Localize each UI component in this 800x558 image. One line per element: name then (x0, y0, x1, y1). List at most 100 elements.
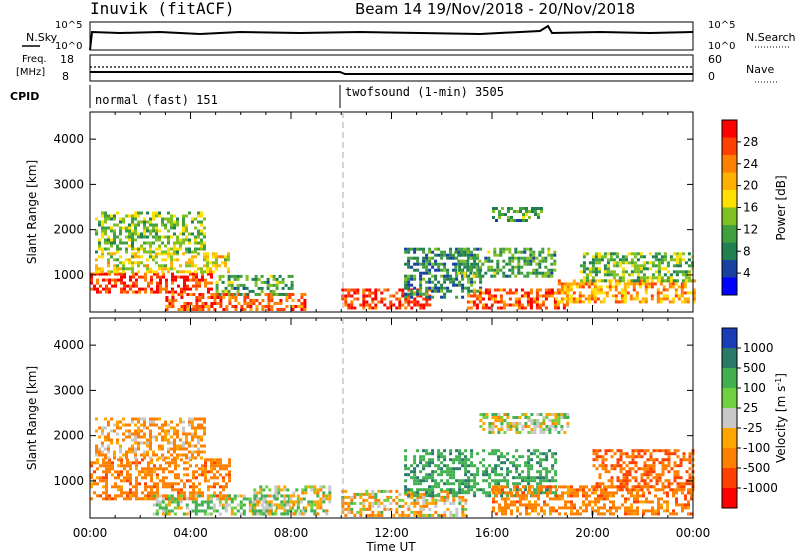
heatmap-cell (452, 461, 456, 465)
heatmap-cell (525, 512, 528, 516)
heatmap-cell (284, 292, 288, 296)
heatmap-cell (179, 444, 182, 448)
heatmap-cell (162, 485, 165, 489)
heatmap-cell (496, 265, 500, 269)
heatmap-cell (619, 482, 623, 486)
heatmap-cell (639, 276, 643, 280)
heatmap-cell (227, 252, 230, 256)
heatmap-cell (473, 464, 477, 468)
heatmap-cell (443, 250, 447, 254)
heatmap-cell (210, 302, 214, 305)
heatmap-cell (671, 282, 675, 286)
heatmap-cell (676, 473, 680, 477)
heatmap-cell (519, 500, 522, 504)
heatmap-cell (556, 303, 560, 307)
heatmap-cell (478, 259, 482, 263)
heatmap-cell (419, 482, 423, 486)
heatmap-cell (407, 277, 411, 281)
heatmap-cell (569, 297, 573, 301)
heatmap-cell (675, 252, 679, 256)
heatmap-cell (285, 296, 289, 299)
heatmap-cell (518, 464, 522, 468)
heatmap-cell (422, 495, 426, 499)
heatmap-cell (591, 270, 595, 274)
heatmap-cell (615, 506, 618, 510)
heatmap-cell (497, 458, 501, 462)
heatmap-cell (96, 278, 99, 282)
heatmap-cell (207, 488, 210, 492)
heatmap-cell (161, 264, 164, 268)
heatmap-cell (621, 261, 625, 265)
heatmap-cell (374, 513, 378, 517)
heatmap-cell (113, 264, 116, 268)
heatmap-cell (560, 300, 564, 304)
heatmap-cell (407, 513, 411, 517)
heatmap-cell (170, 223, 173, 227)
heatmap-cell (519, 497, 522, 501)
heatmap-cell (230, 497, 234, 501)
heatmap-cell (167, 432, 170, 436)
heatmap-cell (538, 262, 542, 266)
heatmap-cell (236, 283, 240, 287)
colorbar-segment (722, 428, 737, 449)
heatmap-cell (350, 495, 354, 499)
heatmap-cell (253, 497, 257, 501)
heatmap-cell (522, 497, 525, 501)
heatmap-cell (289, 500, 293, 504)
heatmap-cell (108, 290, 111, 294)
heatmap-cell (585, 503, 588, 507)
heatmap-cell (684, 261, 688, 265)
heatmap-cell (636, 267, 640, 271)
heatmap-cell (570, 509, 573, 513)
heatmap-cell (108, 272, 111, 276)
heatmap-cell (572, 300, 576, 304)
heatmap-cell (313, 503, 317, 507)
heatmap-cell (511, 291, 515, 295)
heatmap-cell (628, 461, 632, 465)
heatmap-cell (506, 458, 510, 462)
heatmap-cell (467, 485, 471, 489)
heatmap-cell (188, 250, 191, 254)
heatmap-cell (174, 467, 177, 471)
heatmap-cell (119, 220, 122, 224)
heatmap-cell (539, 476, 543, 480)
heatmap-cell (603, 503, 606, 507)
heatmap-cell (614, 288, 618, 292)
heatmap-cell (460, 247, 464, 251)
heatmap-cell (612, 491, 615, 495)
heatmap-cell (595, 449, 599, 453)
heatmap-cell (419, 495, 423, 499)
heatmap-cell (516, 485, 519, 489)
heatmap-cell (125, 456, 128, 460)
heatmap-cell (527, 470, 531, 474)
heatmap-cell (425, 464, 429, 468)
heatmap-cell (263, 280, 267, 284)
heatmap-cell (524, 422, 528, 425)
heatmap-cell (658, 479, 662, 483)
heatmap-cell (476, 253, 480, 257)
heatmap-cell (277, 488, 281, 492)
heatmap-cell (310, 488, 314, 492)
heatmap-cell (452, 513, 456, 517)
heatmap-cell (170, 267, 173, 271)
heatmap-cell (650, 297, 654, 301)
heatmap-cell (419, 289, 423, 293)
heatmap-cell (582, 252, 586, 256)
heatmap-cell (538, 271, 542, 275)
heatmap-cell (500, 428, 504, 431)
heatmap-cell (455, 479, 459, 483)
heatmap-cell (595, 485, 599, 489)
heatmap-cell (466, 300, 470, 304)
heatmap-cell (464, 470, 468, 474)
heatmap-cell (537, 485, 540, 489)
heatmap-cell (167, 423, 170, 427)
heatmap-cell (162, 479, 165, 483)
heatmap-cell (522, 503, 525, 507)
heatmap-cell (201, 467, 204, 471)
heatmap-cell (90, 482, 93, 486)
heatmap-cell (493, 300, 497, 304)
heatmap-cell (416, 303, 420, 307)
heatmap-cell (277, 491, 281, 495)
heatmap-cell (344, 489, 348, 493)
heatmap-cell (105, 482, 108, 486)
